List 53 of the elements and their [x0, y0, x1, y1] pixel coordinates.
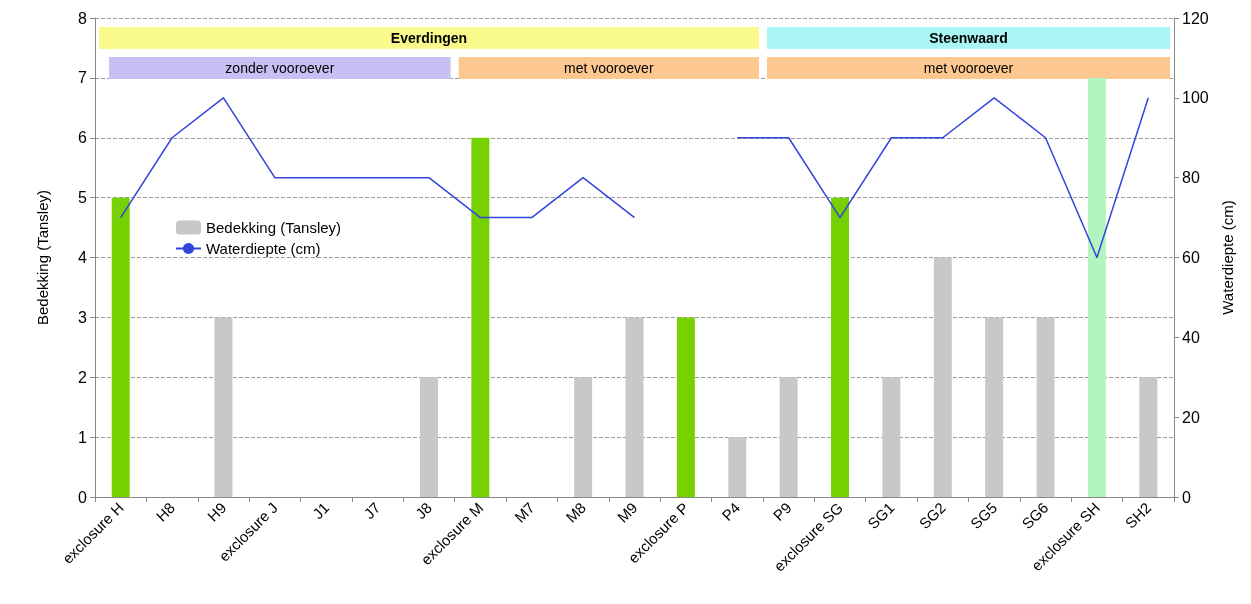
x-tick-label: H8: [152, 498, 179, 525]
y-tick-label: 4: [78, 249, 88, 266]
x-tick-label: M7: [511, 498, 538, 526]
y2-tick-label: 80: [1182, 169, 1200, 187]
y-tick-label: 8: [78, 9, 88, 27]
x-tick-label: SH2: [1121, 498, 1155, 532]
bar: [574, 377, 593, 497]
legend-label: Waterdiepte (cm): [206, 240, 321, 257]
y-tick-label: 2: [78, 368, 88, 386]
bar: [882, 377, 901, 497]
y2-tick-label: 40: [1182, 328, 1200, 346]
band-label: zonder vooroever: [225, 60, 335, 76]
bar: [831, 197, 850, 497]
band-label: Steenwaard: [929, 30, 1008, 46]
x-tick-label: J1: [309, 498, 333, 523]
band-label: met vooroever: [564, 60, 654, 76]
bar: [419, 377, 438, 497]
bar: [985, 317, 1004, 497]
bar: [676, 317, 695, 497]
x-tick-label: M8: [562, 498, 590, 526]
x-tick-label: P4: [718, 498, 744, 524]
y2-tick-label: 0: [1182, 488, 1191, 506]
band-label: Everdingen: [390, 30, 468, 46]
bar: [728, 437, 747, 497]
y2-tick-label: 120: [1182, 9, 1209, 27]
bar: [1139, 377, 1158, 497]
y2-tick-label: 60: [1182, 249, 1200, 266]
legend-label: Bedekking (Tansley): [206, 219, 342, 236]
y2-axis-title: Waterdiepte (cm): [1218, 200, 1236, 315]
bar: [471, 137, 490, 497]
y-tick-label: 1: [78, 428, 88, 446]
x-tick-label: J8: [411, 498, 435, 523]
x-tick-label: J7: [360, 498, 384, 523]
bar: [779, 377, 798, 497]
x-tick-label: SG1: [864, 498, 898, 533]
y-tick-label: 6: [78, 129, 88, 147]
bar: [214, 317, 233, 497]
y-axis-title: Bedekking (Tansley): [34, 189, 51, 326]
y-tick-label: 3: [78, 308, 88, 326]
x-tick-label: SG5: [966, 498, 1001, 533]
y2-tick-label: 20: [1182, 408, 1200, 426]
bar: [1087, 77, 1106, 497]
bar: [625, 317, 644, 497]
bar: [111, 197, 130, 497]
bar: [933, 257, 952, 497]
y-tick-label: 7: [78, 69, 88, 87]
x-tick-label: P9: [769, 498, 795, 524]
y-tick-label: 5: [78, 189, 88, 207]
band-label: met vooroever: [923, 60, 1014, 76]
x-tick-label: SG2: [915, 498, 949, 533]
y-tick-label: 0: [78, 488, 88, 506]
bar: [1036, 317, 1055, 497]
y2-tick-label: 100: [1182, 89, 1209, 107]
